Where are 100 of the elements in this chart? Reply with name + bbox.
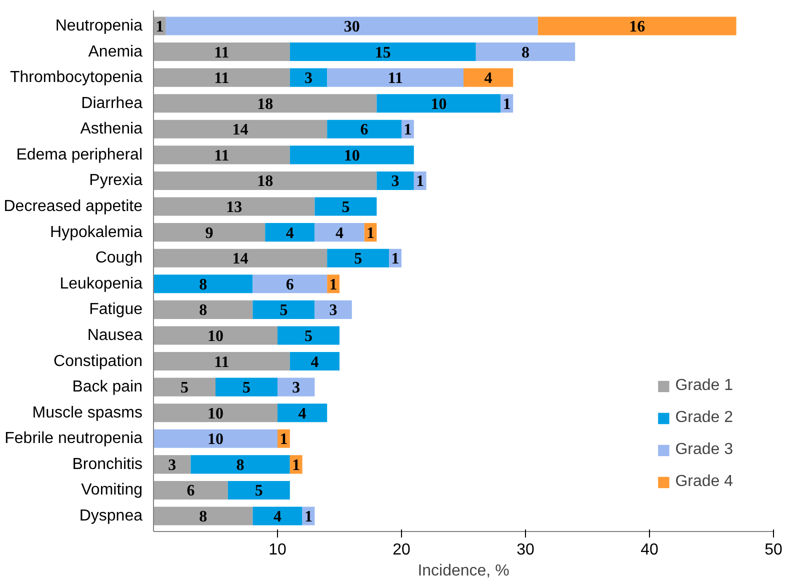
y-tick-label: Thrombocytopenia bbox=[10, 69, 143, 86]
y-tick-label: Febrile neutropenia bbox=[4, 430, 143, 448]
bar bbox=[252, 300, 315, 319]
bar bbox=[154, 248, 328, 268]
bar bbox=[278, 378, 315, 396]
bar bbox=[154, 480, 228, 500]
y-tick-label: Hypokalemia bbox=[50, 224, 143, 241]
data-label: 10 bbox=[430, 96, 447, 113]
bar bbox=[314, 223, 364, 242]
y-tick-label: Decreased appetite bbox=[4, 198, 143, 216]
bar bbox=[278, 404, 328, 422]
data-label: 6 bbox=[186, 482, 195, 500]
y-tick-label: Cough bbox=[95, 250, 143, 267]
y-tick-label: Pyrexia bbox=[89, 172, 143, 190]
data-label: 1 bbox=[280, 431, 288, 448]
x-tick-label: 50 bbox=[764, 542, 782, 558]
y-tick-label: Edema peripheral bbox=[16, 146, 142, 164]
data-label: 8 bbox=[199, 276, 208, 294]
data-label: 8 bbox=[199, 508, 208, 526]
bar bbox=[154, 378, 216, 396]
bar bbox=[538, 16, 736, 36]
y-tick-label: Neutropenia bbox=[55, 17, 143, 34]
bar bbox=[154, 429, 278, 448]
data-label: 16 bbox=[629, 18, 646, 36]
bar bbox=[290, 352, 340, 371]
bar bbox=[476, 42, 576, 62]
legend-label: Grade 4 bbox=[675, 473, 733, 491]
data-label: 10 bbox=[208, 431, 224, 448]
data-label: 1 bbox=[416, 173, 424, 190]
data-label: 3 bbox=[292, 380, 300, 397]
data-label: 3 bbox=[304, 70, 312, 88]
data-label: 18 bbox=[257, 96, 274, 113]
bar bbox=[154, 171, 377, 190]
data-label: 1 bbox=[391, 250, 400, 268]
bar bbox=[154, 274, 253, 294]
data-label: 11 bbox=[214, 70, 230, 88]
data-label: 4 bbox=[310, 354, 319, 371]
data-label: 1 bbox=[502, 96, 511, 113]
bar bbox=[327, 68, 464, 87]
data-label: 8 bbox=[522, 44, 530, 62]
legend-label: Grade 3 bbox=[675, 441, 733, 459]
bar bbox=[154, 120, 328, 138]
bar bbox=[252, 506, 302, 526]
data-label: 5 bbox=[180, 380, 188, 397]
data-label: 5 bbox=[280, 302, 288, 320]
data-label: 5 bbox=[254, 482, 263, 500]
data-label: 14 bbox=[232, 122, 248, 139]
data-label: 18 bbox=[257, 173, 274, 190]
x-tick-label: 10 bbox=[268, 542, 286, 558]
bar bbox=[154, 223, 266, 242]
data-label: 11 bbox=[388, 70, 403, 88]
data-label: 5 bbox=[342, 199, 350, 216]
bar bbox=[154, 146, 290, 164]
data-label: 4 bbox=[298, 405, 306, 422]
data-label: 4 bbox=[274, 508, 282, 526]
data-label: 1 bbox=[156, 18, 164, 36]
data-label: 1 bbox=[292, 456, 300, 474]
data-label: 1 bbox=[329, 276, 338, 294]
data-label: 10 bbox=[208, 328, 224, 345]
y-tick-label: Leukopenia bbox=[60, 275, 143, 292]
bar bbox=[376, 171, 414, 190]
x-tick-label: 40 bbox=[640, 542, 658, 558]
y-tick-label: Constipation bbox=[54, 352, 143, 370]
data-label: 5 bbox=[304, 328, 312, 345]
data-label: 3 bbox=[329, 302, 338, 320]
bar bbox=[154, 197, 315, 216]
bar bbox=[252, 274, 328, 294]
x-tick-label: 20 bbox=[392, 542, 410, 558]
data-label: 3 bbox=[391, 173, 400, 190]
bar bbox=[166, 16, 538, 36]
bar bbox=[154, 352, 290, 371]
y-tick-label: Bronchitis bbox=[72, 456, 142, 473]
bar bbox=[154, 42, 290, 62]
y-tick-label: Diarrhea bbox=[81, 94, 143, 112]
bar bbox=[290, 146, 414, 164]
data-label: 1 bbox=[366, 224, 374, 242]
data-label: 14 bbox=[232, 250, 248, 268]
data-label: 13 bbox=[226, 199, 242, 216]
data-label: 4 bbox=[286, 224, 294, 242]
data-label: 15 bbox=[374, 44, 391, 62]
data-label: 1 bbox=[304, 508, 312, 526]
data-label: 4 bbox=[336, 224, 344, 242]
y-tick-label: Asthenia bbox=[80, 120, 143, 138]
data-label: 30 bbox=[344, 18, 360, 36]
bar bbox=[314, 197, 377, 216]
data-label: 11 bbox=[214, 147, 230, 164]
data-label: 3 bbox=[168, 456, 176, 474]
bar bbox=[190, 455, 290, 474]
y-tick-label: Muscle spasms bbox=[32, 404, 142, 422]
bar bbox=[464, 68, 514, 87]
y-tick-label: Fatigue bbox=[89, 301, 143, 318]
y-tick-label: Vomiting bbox=[81, 482, 143, 499]
data-label: 1 bbox=[404, 122, 412, 139]
data-label: 6 bbox=[286, 276, 294, 294]
data-label: 11 bbox=[214, 44, 230, 62]
bar bbox=[314, 300, 352, 319]
bar bbox=[327, 120, 402, 138]
bar bbox=[278, 326, 340, 345]
legend-label: Grade 1 bbox=[675, 377, 733, 395]
bar bbox=[327, 248, 390, 268]
